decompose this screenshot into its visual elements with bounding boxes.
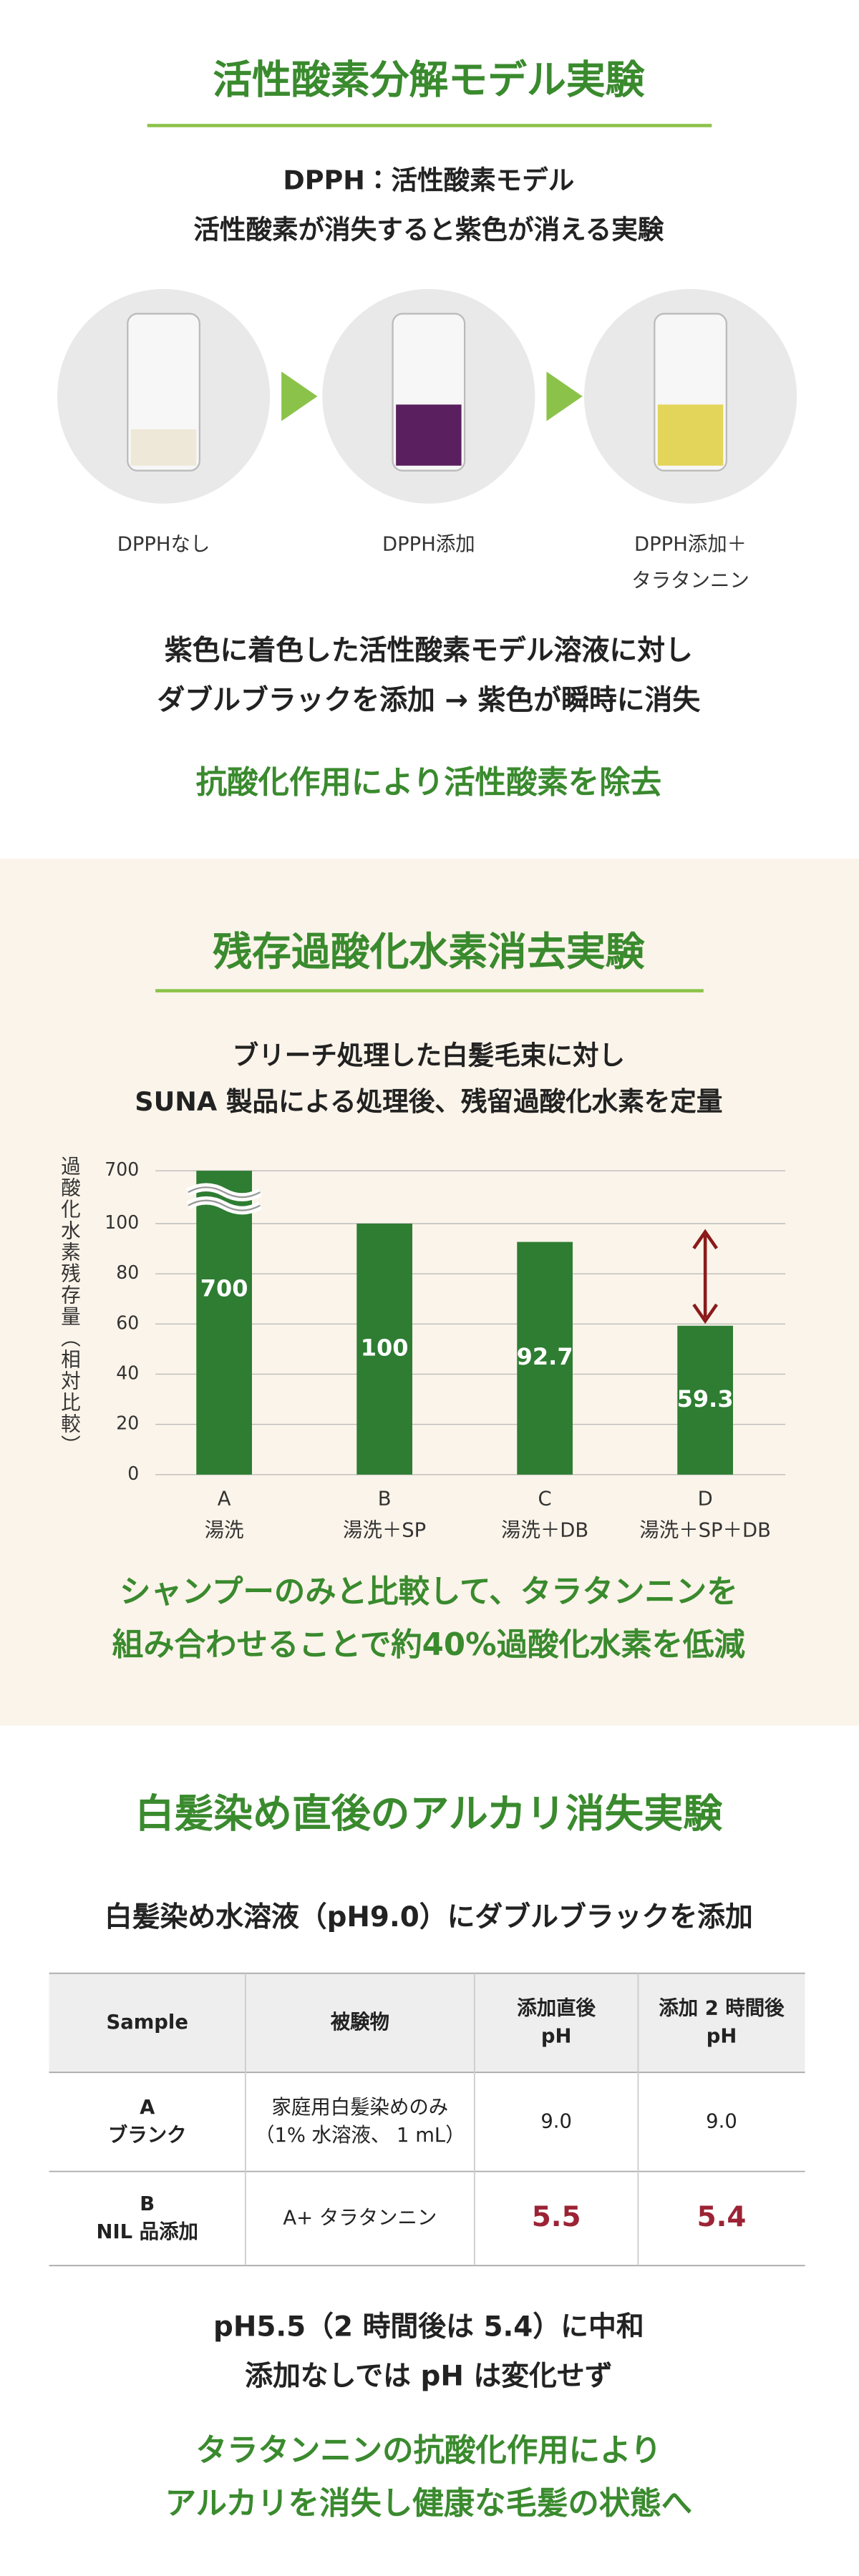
x-tick-sublabel: 湯洗＋SP — [343, 1518, 426, 1541]
x-tick-label: B — [378, 1487, 392, 1510]
axis-break — [188, 1186, 261, 1211]
section-title: 白髪染め直後のアルカリ消失実験 — [135, 1790, 723, 1836]
bar-label: 100 — [361, 1334, 409, 1361]
x-tick-sublabel: 湯洗＋DB — [501, 1518, 588, 1541]
y-tick-label: 20 — [116, 1413, 139, 1434]
table-cell: A+ タラタンニン — [283, 2206, 437, 2229]
caption: DPPHなし — [117, 532, 210, 555]
section-title: 活性酸素分解モデル実験 — [213, 57, 645, 102]
subtitle: 白髪染め水溶液（pH9.0）にダブルブラックを添加 — [105, 1901, 753, 1933]
table-cell: pH — [541, 2024, 572, 2047]
reduction-arrow — [692, 1229, 719, 1324]
table-cell: Sample — [106, 2011, 188, 2034]
bar — [196, 1171, 252, 1475]
y-tick-label: 80 — [116, 1262, 139, 1283]
x-tick-label: D — [698, 1487, 713, 1510]
table-cell: 9.0 — [540, 2109, 572, 2132]
bar-label: 92.7 — [517, 1343, 573, 1370]
table-cell: 家庭用白髪染めのみ — [271, 2096, 448, 2119]
bar-label: 700 — [200, 1274, 248, 1302]
section-bg — [0, 859, 859, 1726]
subtitle: 活性酸素が消失すると紫色が消える実験 — [193, 214, 664, 245]
y-tick-label: 700 — [105, 1159, 139, 1180]
conclusion: シャンプーのみと比較して、タラタンニンを — [120, 1574, 738, 1610]
table-header-bg — [49, 1973, 805, 2073]
x-tick-label: C — [538, 1487, 552, 1510]
conclusion: 抗酸化作用により活性酸素を除去 — [196, 765, 661, 801]
table-cell: NIL 品添加 — [97, 2220, 198, 2243]
bar — [517, 1241, 573, 1475]
table-cell: 添加 2 時間後 — [659, 1996, 785, 2019]
bar — [356, 1224, 412, 1475]
y-axis-label: 過酸化水素残存量（相対比較） — [57, 1156, 81, 1456]
bar-label: 59.3 — [677, 1385, 734, 1413]
subtitle: ブリーチ処理した白髪毛束に対し — [233, 1040, 625, 1070]
note: pH5.5（2 時間後は 5.4）に中和 — [213, 2311, 644, 2343]
subtitle: DPPH：活性酸素モデル — [283, 165, 574, 195]
x-tick-sublabel: 湯洗 — [205, 1518, 244, 1541]
y-tick-label: 0 — [127, 1463, 139, 1484]
y-tick-label: 40 — [116, 1362, 139, 1383]
table-cell: （1% 水溶液、 1 mL） — [255, 2124, 465, 2147]
description: ダブルブラックを添加 → 紫色が瞬時に消失 — [157, 684, 701, 716]
table-cell: A — [140, 2096, 155, 2119]
y-tick-label: 100 — [105, 1212, 139, 1233]
conclusion: アルカリを消失し健康な毛髪の状態へ — [165, 2486, 692, 2522]
table-cell: ブランク — [108, 2124, 187, 2147]
x-tick-sublabel: 湯洗＋SP＋DB — [639, 1518, 771, 1541]
subtitle: SUNA 製品による処理後、残留過酸化水素を定量 — [135, 1086, 722, 1117]
table-cell: 9.0 — [706, 2109, 737, 2132]
bar — [677, 1325, 733, 1475]
table-cell: 被験物 — [330, 2011, 389, 2034]
x-tick-label: A — [218, 1487, 231, 1510]
y-tick-label: 60 — [116, 1312, 139, 1333]
conclusion: 組み合わせることで約40%過酸化水素を低減 — [112, 1627, 745, 1663]
conclusion: タラタンニンの抗酸化作用により — [196, 2433, 661, 2469]
table-cell: 添加直後 — [517, 1996, 596, 2019]
table-cell: B — [140, 2192, 155, 2215]
table-cell: 5.5 — [532, 2201, 581, 2233]
caption: DPPH添加＋ — [634, 532, 747, 555]
vials — [57, 288, 797, 504]
description: 紫色に着色した活性酸素モデル溶液に対し — [165, 635, 693, 667]
caption: タラタンニン — [631, 569, 749, 592]
table-cell: 5.4 — [697, 2201, 747, 2233]
section-title: 残存過酸化水素消去実験 — [212, 929, 645, 975]
note: 添加なしでは pH は変化せず — [245, 2360, 612, 2392]
table-cell: pH — [707, 2024, 737, 2047]
caption: DPPH添加 — [382, 532, 475, 555]
